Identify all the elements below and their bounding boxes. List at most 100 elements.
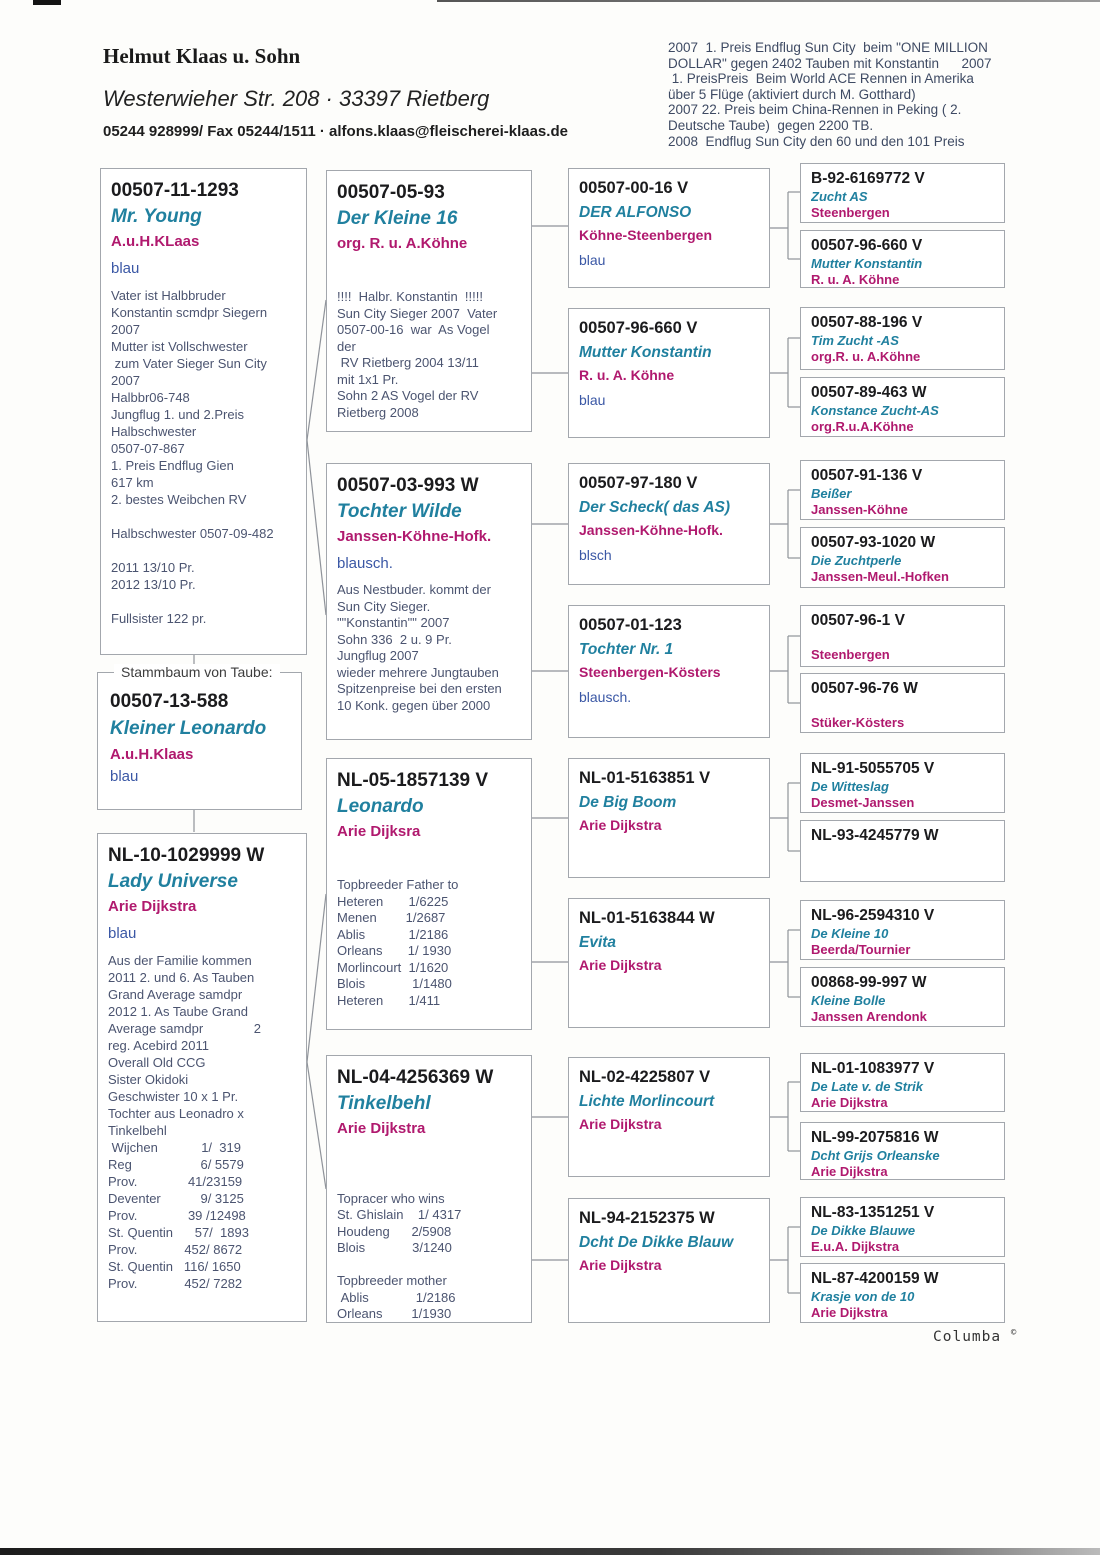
breeder-name: R. u. A. Köhne xyxy=(579,367,675,383)
pigeon-name: De Dikke Blauwe xyxy=(811,1223,916,1238)
color-note: blau xyxy=(108,925,137,942)
pedigree-box-gen3-1: 00507-96-660 V Mutter Konstantin R. u. A.… xyxy=(568,308,770,438)
ring-number: 00507-96-1 V xyxy=(811,612,905,629)
color-note: blau xyxy=(111,260,140,277)
pigeon-name: Die Zuchtperle xyxy=(811,553,902,568)
ring-number: 00507-96-76 W xyxy=(811,680,918,697)
breeder-name: Köhne-Steenbergen xyxy=(579,227,713,243)
notes-text: !!!! Halbr. Konstantin !!!!! Sun City Si… xyxy=(337,289,498,420)
ring-number: NL-04-4256369 W xyxy=(337,1067,494,1088)
pigeon-name: Tinkelbehl xyxy=(337,1093,431,1114)
pedigree-box-gen2-1: 00507-03-993 W Tochter Wilde Janssen-Köhne… xyxy=(326,463,532,740)
ring-number: NL-01-1083977 V xyxy=(811,1060,935,1077)
color-note: blau xyxy=(579,252,606,268)
pigeon-name: Mr. Young xyxy=(111,206,202,227)
pigeon-name: Mutter Konstantin xyxy=(811,256,923,271)
pedigree-box-gen3-6: NL-02-4225807 V Lichte Morlincourt Arie Di… xyxy=(568,1057,770,1177)
breeder-name: org.R.u.A.Köhne xyxy=(811,419,914,434)
pedigree-box-gen4-11: 00868-99-997 W Kleine Bolle Janssen Arendo… xyxy=(800,967,1005,1027)
pedigree-box-gen4-5: 00507-93-1020 W Die Zuchtperle Janssen-Meu… xyxy=(800,527,1005,588)
ring-number: NL-05-1857139 V xyxy=(337,770,489,791)
pigeon-name: Krasje von de 10 xyxy=(811,1289,915,1304)
breeder-name: Steenbergen xyxy=(811,647,890,662)
breeder-name: Arie Dijkstra xyxy=(579,1116,662,1132)
ring-number: 00507-89-463 W xyxy=(811,384,927,401)
pigeon-name: Kleine Bolle xyxy=(811,993,886,1008)
pigeon-name: Leonardo xyxy=(337,796,424,817)
ring-number: 00868-99-997 W xyxy=(811,974,927,991)
pigeon-name: Dcht De Dikke Blauw xyxy=(579,1234,734,1251)
pedigree-box-gen2-0: 00507-05-93 Der Kleine 16 org. R. u. A.Köh… xyxy=(326,170,532,432)
pigeon-name: De Big Boom xyxy=(579,794,677,811)
ring-number: 00507-11-1293 xyxy=(111,180,239,201)
pigeon-name: De Late v. de Strik xyxy=(811,1079,923,1094)
color-note xyxy=(337,261,521,281)
ring-number: NL-01-5163851 V xyxy=(579,769,711,787)
color-note xyxy=(337,1146,521,1166)
breeder-name: org.R. u. A.Köhne xyxy=(811,349,921,364)
owner-name: Helmut Klaas u. Sohn xyxy=(103,44,301,68)
ring-number: 00507-96-660 V xyxy=(811,237,923,254)
ring-number: NL-01-5163844 W xyxy=(579,909,715,927)
pigeon-name: Lady Universe xyxy=(108,871,238,892)
pedigree-box-gen3-4: NL-01-5163851 V De Big Boom Arie Dijkstra xyxy=(568,758,770,878)
pedigree-box-gen1-0: 00507-11-1293 Mr. Young A.u.H.KLaas blau Vat… xyxy=(100,168,307,655)
columba-brand-text: Columba xyxy=(933,1328,1002,1345)
breeder-name: Arie Dijkstra xyxy=(579,957,662,973)
pigeon-name: Der Kleine 16 xyxy=(337,208,458,229)
breeder-name: A.u.H.KLaas xyxy=(111,233,200,250)
breeder-name: R. u. A. Köhne xyxy=(811,272,900,287)
breeder-name: Arie Dijkstra xyxy=(337,1120,426,1137)
pigeon-name: Kleiner Leonardo xyxy=(110,718,267,739)
scan-artifact-bottom-bar xyxy=(0,1548,1100,1555)
color-note: blau xyxy=(110,768,139,785)
breeder-name: Janssen-Meul.-Hofken xyxy=(811,569,949,584)
breeder-name: Arie Dijkstra xyxy=(811,1164,888,1179)
ring-number: NL-93-4245779 W xyxy=(811,827,939,844)
ring-number: NL-83-1351251 V xyxy=(811,1204,935,1221)
notes-text: Topracer who wins St. Ghislain 1/ 4317 H… xyxy=(337,1190,462,1322)
breeder-name: Janssen Arendonk xyxy=(811,1009,927,1024)
achievements-text: 2007 1. Preis Endflug Sun City beim "ONE… xyxy=(668,40,992,149)
pedigree-box-gen4-13: NL-99-2075816 W Dcht Grijs Orleanske Arie … xyxy=(800,1122,1005,1180)
breeder-name: Arie Dijkstra xyxy=(108,898,197,915)
scan-artifact-top-line xyxy=(437,0,1100,2)
breeder-name: Arie Dijkstra xyxy=(811,1095,888,1110)
pedigree-box-gen4-15: NL-87-4200159 W Krasje von de 10 Arie Dijk… xyxy=(800,1263,1005,1323)
pedigree-box-subject: Stammbaum von Taube: 00507-13-588 Kleine… xyxy=(97,664,302,810)
pigeon-name: Beißer xyxy=(811,486,852,501)
breeder-name: A.u.H.Klaas xyxy=(110,746,194,763)
ring-number: 00507-97-180 V xyxy=(579,474,698,492)
pigeon-name: Lichte Morlincourt xyxy=(579,1093,715,1110)
breeder-name: Steenbergen xyxy=(811,205,890,220)
notes-text: Aus Nestbuder. kommt der Sun City Sieger… xyxy=(337,582,502,713)
color-note: blausch. xyxy=(337,555,393,572)
breeder-name: Janssen-Köhne-Hofk. xyxy=(579,522,723,538)
ring-number: NL-94-2152375 W xyxy=(579,1209,715,1227)
pedigree-box-gen3-5: NL-01-5163844 W Evita Arie Dijkstra xyxy=(568,898,770,1028)
pigeon-name: Tochter Nr. 1 xyxy=(579,641,674,658)
ring-number: 00507-03-993 W xyxy=(337,475,479,496)
breeder-name: E.u.A. Dijkstra xyxy=(811,1239,900,1254)
breeder-name: Beerda/Tournier xyxy=(811,942,911,957)
pigeon-name: Tim Zucht -AS xyxy=(811,333,899,348)
breeder-name: Arie Dijksra xyxy=(337,823,421,840)
pigeon-name: Dcht Grijs Orleanske xyxy=(811,1148,940,1163)
ring-number: 00507-01-123 xyxy=(579,616,682,634)
pigeon-name xyxy=(811,846,994,862)
ring-number: 00507-91-136 V xyxy=(811,467,923,484)
pigeon-name: Evita xyxy=(579,934,617,951)
breeder-name: Arie Dijkstra xyxy=(579,1257,662,1273)
pedigree-box-gen4-1: 00507-96-660 V Mutter Konstantin R. u. A.… xyxy=(800,230,1005,288)
breeder-name: Arie Dijkstra xyxy=(811,1305,888,1320)
pedigree-box-gen1-1: NL-10-1029999 W Lady Universe Arie Dijkstr… xyxy=(97,833,307,1322)
pigeon-name xyxy=(811,699,994,715)
pigeon-name: Der Scheck( das AS) xyxy=(579,499,731,516)
pigeon-name: Zucht AS xyxy=(811,189,868,204)
breeder-name: Arie Dijkstra xyxy=(579,817,662,833)
breeder-name xyxy=(811,862,994,878)
ring-number: NL-10-1029999 W xyxy=(108,845,265,866)
color-note: blsch xyxy=(579,547,612,563)
columba-brand: Columba © xyxy=(933,1328,1017,1345)
pedigree-box-gen2-3: NL-04-4256369 W Tinkelbehl Arie Dijkstra T… xyxy=(326,1055,532,1323)
